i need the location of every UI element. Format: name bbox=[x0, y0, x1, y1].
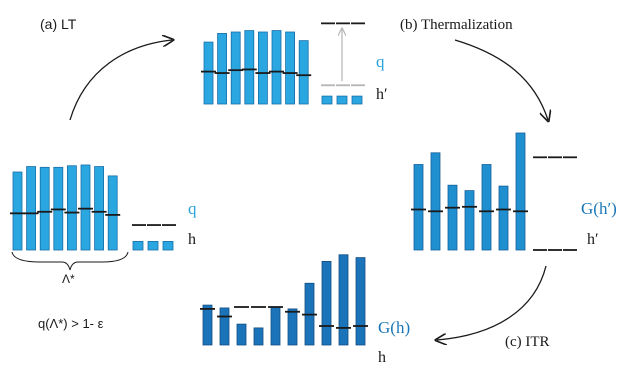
right-bar bbox=[481, 164, 492, 251]
label-q-top: q bbox=[376, 52, 385, 71]
bottom-bar bbox=[253, 327, 264, 346]
label-h-left: h bbox=[188, 231, 196, 248]
label-h-prime-top: h′ bbox=[376, 86, 388, 103]
label-g-h-prime: G(h′) bbox=[581, 199, 617, 218]
top-bar bbox=[298, 40, 309, 105]
label-condition: q(Λ*) > 1- ε bbox=[38, 316, 104, 331]
label-h-bottom: h bbox=[378, 349, 386, 366]
arrow-itr bbox=[437, 265, 547, 340]
left-small-bar bbox=[162, 241, 174, 251]
bottom-bar bbox=[321, 260, 332, 346]
arrow-thermalization bbox=[454, 39, 548, 120]
label-thermalization: (b) Thermalization bbox=[400, 17, 513, 33]
bottom-bar bbox=[355, 257, 366, 346]
left-bar bbox=[12, 171, 23, 251]
top-small-bar bbox=[351, 95, 363, 105]
bottom-bar bbox=[287, 308, 298, 346]
right-bar bbox=[498, 185, 509, 251]
top-small-bar bbox=[321, 95, 333, 105]
label-h-prime-right: h′ bbox=[587, 231, 599, 248]
left-bar bbox=[39, 166, 50, 251]
right-bar bbox=[447, 184, 458, 251]
label-q-left: q bbox=[188, 199, 197, 218]
right-bar bbox=[430, 152, 441, 251]
top-small-bar bbox=[336, 95, 348, 105]
right-bar bbox=[464, 190, 475, 251]
label-g-h: G(h) bbox=[378, 318, 410, 337]
arrow-lt bbox=[69, 40, 172, 121]
panel-initial-distribution bbox=[10, 164, 176, 251]
bottom-bar bbox=[219, 307, 230, 346]
panel-itr-distribution bbox=[200, 254, 368, 346]
bottom-bar bbox=[236, 323, 247, 346]
bottom-bar bbox=[202, 304, 213, 346]
left-bar bbox=[80, 164, 91, 251]
panel-lt-distribution bbox=[201, 22, 365, 105]
label-lambda: Λ* bbox=[62, 272, 75, 286]
label-lt: (a) LT bbox=[40, 16, 77, 32]
right-bar bbox=[515, 132, 526, 251]
left-bar bbox=[26, 166, 37, 251]
left-small-bar bbox=[132, 241, 144, 251]
top-bar bbox=[285, 31, 296, 105]
top-bar bbox=[217, 33, 228, 105]
lambda-brace bbox=[11, 251, 129, 271]
bottom-bar bbox=[270, 306, 281, 346]
right-bar bbox=[413, 164, 424, 251]
left-bar bbox=[94, 166, 104, 251]
label-itr: (c) ITR bbox=[505, 334, 550, 350]
top-bar bbox=[230, 31, 241, 105]
panel-thermalized-distribution bbox=[411, 132, 577, 251]
top-bar bbox=[203, 41, 214, 105]
bottom-bar bbox=[338, 254, 349, 346]
left-bar bbox=[67, 165, 77, 251]
left-small-bar bbox=[147, 241, 159, 251]
top-bar bbox=[257, 31, 268, 105]
left-bar bbox=[107, 175, 118, 251]
top-bar bbox=[271, 30, 282, 105]
top-bar bbox=[244, 30, 255, 105]
